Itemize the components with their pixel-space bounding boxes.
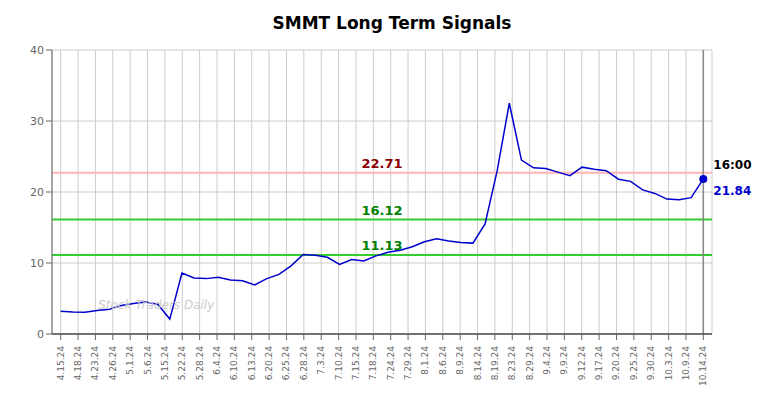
svg-text:9.17.24: 9.17.24 (594, 346, 604, 381)
svg-text:7.18.24: 7.18.24 (368, 346, 378, 381)
svg-text:6.10.24: 6.10.24 (229, 346, 239, 381)
svg-text:4.26.24: 4.26.24 (108, 346, 118, 381)
svg-text:4.15.24: 4.15.24 (56, 346, 66, 381)
svg-text:6.4.24: 6.4.24 (212, 346, 222, 375)
svg-text:11.13: 11.13 (361, 238, 402, 253)
svg-text:9.25.24: 9.25.24 (629, 346, 639, 381)
svg-text:22.71: 22.71 (361, 156, 402, 171)
svg-text:9.4.24: 9.4.24 (542, 346, 552, 375)
svg-text:9.20.24: 9.20.24 (611, 346, 621, 381)
svg-text:5.6.24: 5.6.24 (143, 346, 153, 375)
svg-text:8.1.24: 8.1.24 (420, 346, 430, 375)
svg-text:8.14.24: 8.14.24 (473, 346, 483, 381)
html-text:Stock Traders Daily: Stock Traders Daily (98, 298, 215, 313)
svg-text:8.23.24: 8.23.24 (507, 346, 517, 381)
svg-text:7.24.24: 7.24.24 (386, 346, 396, 381)
svg-text:5.1.24: 5.1.24 (125, 346, 135, 375)
svg-text:7.10.24: 7.10.24 (334, 346, 344, 381)
svg-text:8.29.24: 8.29.24 (525, 346, 535, 381)
svg-text:20: 20 (30, 186, 44, 199)
svg-text:16:00: 16:00 (713, 158, 751, 172)
svg-text:0: 0 (37, 328, 44, 341)
svg-text:10.3.24: 10.3.24 (664, 346, 674, 381)
svg-text:5.15.24: 5.15.24 (160, 346, 170, 381)
svg-text:7.29.24: 7.29.24 (403, 346, 413, 381)
svg-text:10: 10 (30, 257, 44, 270)
svg-text:10.9.24: 10.9.24 (681, 346, 691, 381)
svg-text:8.6.24: 8.6.24 (438, 346, 448, 375)
svg-text:8.19.24: 8.19.24 (490, 346, 500, 381)
svg-text:4.18.24: 4.18.24 (73, 346, 83, 381)
svg-text:30: 30 (30, 115, 44, 128)
svg-text:4.23.24: 4.23.24 (90, 346, 100, 381)
svg-text:40: 40 (30, 44, 44, 57)
svg-text:6.25.24: 6.25.24 (281, 346, 291, 381)
svg-text:16.12: 16.12 (361, 203, 402, 218)
svg-text:8.9.24: 8.9.24 (455, 346, 465, 375)
svg-text:9.12.24: 9.12.24 (577, 346, 587, 381)
svg-text:10.14.24: 10.14.24 (698, 346, 708, 386)
svg-text:6.20.24: 6.20.24 (264, 346, 274, 381)
svg-text:7.15.24: 7.15.24 (351, 346, 361, 381)
svg-text:21.84: 21.84 (713, 184, 751, 198)
svg-text:6.28.24: 6.28.24 (299, 346, 309, 381)
svg-text:6.13.24: 6.13.24 (247, 346, 257, 381)
html-text:SMMT Long Term Signals: SMMT Long Term Signals (272, 13, 512, 33)
svg-text:9.9.24: 9.9.24 (559, 346, 569, 375)
svg-text:7.3.24: 7.3.24 (316, 346, 326, 375)
svg-text:5.22.24: 5.22.24 (177, 346, 187, 381)
svg-text:9.30.24: 9.30.24 (646, 346, 656, 381)
svg-text:5.28.24: 5.28.24 (195, 346, 205, 381)
